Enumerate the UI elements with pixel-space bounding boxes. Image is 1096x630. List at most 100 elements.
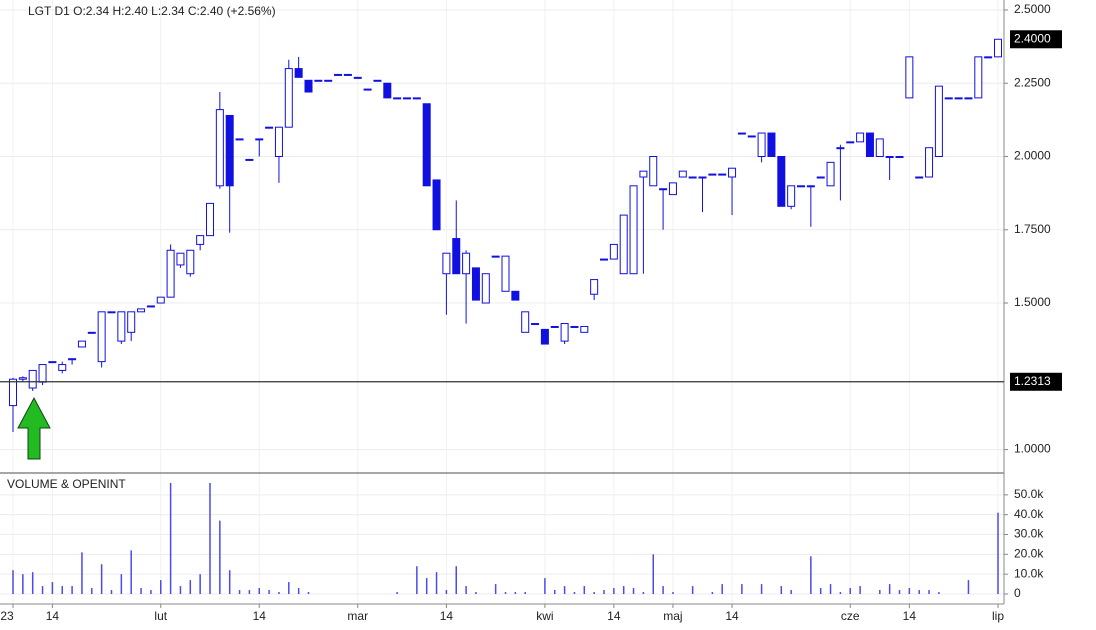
x-tick-label: 23 xyxy=(0,609,14,623)
y-tick-label: 2.5000 xyxy=(1014,2,1051,16)
candle-body xyxy=(540,328,549,345)
y-tick-label: 2.0000 xyxy=(1014,149,1051,163)
candle-body xyxy=(521,311,530,333)
candle-body xyxy=(9,378,17,407)
candle-body xyxy=(28,369,37,389)
candle-body xyxy=(767,132,776,157)
y-tick-label: 30.0k xyxy=(1014,527,1044,541)
candle-body xyxy=(806,185,815,188)
candle-body xyxy=(934,85,943,157)
candle-body xyxy=(895,155,904,158)
candle-body xyxy=(984,56,993,59)
candle-body xyxy=(334,73,343,76)
candle-body xyxy=(944,97,953,100)
candle-body xyxy=(865,132,874,157)
x-tick-label: 14 xyxy=(46,609,60,623)
candle-body xyxy=(38,364,47,383)
candle-body xyxy=(18,377,27,380)
candle-body xyxy=(58,364,67,371)
candle-body xyxy=(757,132,766,157)
candle-body xyxy=(117,311,126,342)
candle-body xyxy=(107,311,116,314)
candle-body xyxy=(432,179,441,231)
candle-body xyxy=(245,158,254,161)
x-tick-label: 14 xyxy=(903,609,917,623)
x-tick-label: maj xyxy=(663,609,682,623)
candle-body xyxy=(196,235,205,245)
x-tick-label: 14 xyxy=(253,609,267,623)
candle-body xyxy=(127,311,136,333)
candle-body xyxy=(816,176,825,179)
candle-body xyxy=(314,79,323,82)
candle-body xyxy=(284,68,293,128)
y-tick-label: 40.0k xyxy=(1014,507,1044,521)
candle-body xyxy=(590,279,599,295)
candle-body xyxy=(166,249,175,298)
candle-body xyxy=(885,155,894,158)
candle-body xyxy=(225,114,234,187)
candle-body xyxy=(491,255,500,258)
y-tick-label: 1.5000 xyxy=(1014,295,1051,309)
x-tick-label: 14 xyxy=(607,609,621,623)
y-tick-label: 0 xyxy=(1014,586,1021,600)
candle-body xyxy=(826,161,835,187)
candle-body xyxy=(718,173,727,176)
candle-body xyxy=(294,68,303,78)
y-tick-label: 10.0k xyxy=(1014,566,1044,580)
candle-body xyxy=(471,267,480,301)
candle-body xyxy=(215,109,224,187)
candle-body xyxy=(915,176,924,179)
hline-label: 1.2313 xyxy=(1014,374,1051,388)
candle-body xyxy=(737,132,746,135)
candle-body xyxy=(373,79,382,82)
candle-body xyxy=(787,185,796,207)
candle-body xyxy=(235,138,244,141)
candle-body xyxy=(619,214,628,275)
arrow xyxy=(17,396,51,460)
candle-body xyxy=(570,325,579,328)
candle-body xyxy=(856,132,865,143)
candle-body xyxy=(550,325,559,328)
candle-body xyxy=(97,311,106,363)
candle-body xyxy=(255,138,264,141)
candle-body xyxy=(343,73,352,76)
candle-body xyxy=(600,258,608,261)
candle-body xyxy=(964,97,973,100)
y-tick-label: 2.2500 xyxy=(1014,75,1051,89)
candle-body xyxy=(954,97,963,100)
candle-body xyxy=(304,79,313,93)
candle-body xyxy=(265,126,274,129)
candle-body xyxy=(649,155,658,187)
candle-body xyxy=(77,340,86,348)
candle-body xyxy=(324,79,333,82)
candle-body xyxy=(511,290,520,301)
candle-body xyxy=(688,176,697,179)
x-tick-label: kwi xyxy=(536,609,553,623)
candle-body xyxy=(875,138,884,157)
x-tick-label: mar xyxy=(347,609,368,623)
candle-body xyxy=(48,361,57,364)
x-tick-label: 14 xyxy=(725,609,739,623)
header: LGT D1 O:2.34 H:2.40 L:2.34 C:2.40 (+2.5… xyxy=(28,4,276,18)
candle-body xyxy=(994,38,1002,58)
candle-body xyxy=(274,126,283,157)
grid-layer xyxy=(0,0,1004,604)
candle-body xyxy=(353,76,362,79)
candle-body xyxy=(393,97,402,100)
last-price-label: 2.4000 xyxy=(1014,31,1051,45)
candle-body xyxy=(836,147,845,150)
x-tick-label: lip xyxy=(992,609,1004,623)
candle-body xyxy=(383,82,392,99)
y-tick-label: 20.0k xyxy=(1014,547,1044,561)
candle-body xyxy=(846,141,855,144)
candle-body xyxy=(363,88,372,91)
candle-body xyxy=(747,135,756,138)
candle-body xyxy=(462,252,471,275)
candle-body xyxy=(777,155,786,207)
candle-body xyxy=(728,167,737,178)
candle-body xyxy=(442,252,451,275)
candle-body xyxy=(68,358,77,361)
candle-body xyxy=(531,323,540,326)
candle-body xyxy=(797,185,805,188)
